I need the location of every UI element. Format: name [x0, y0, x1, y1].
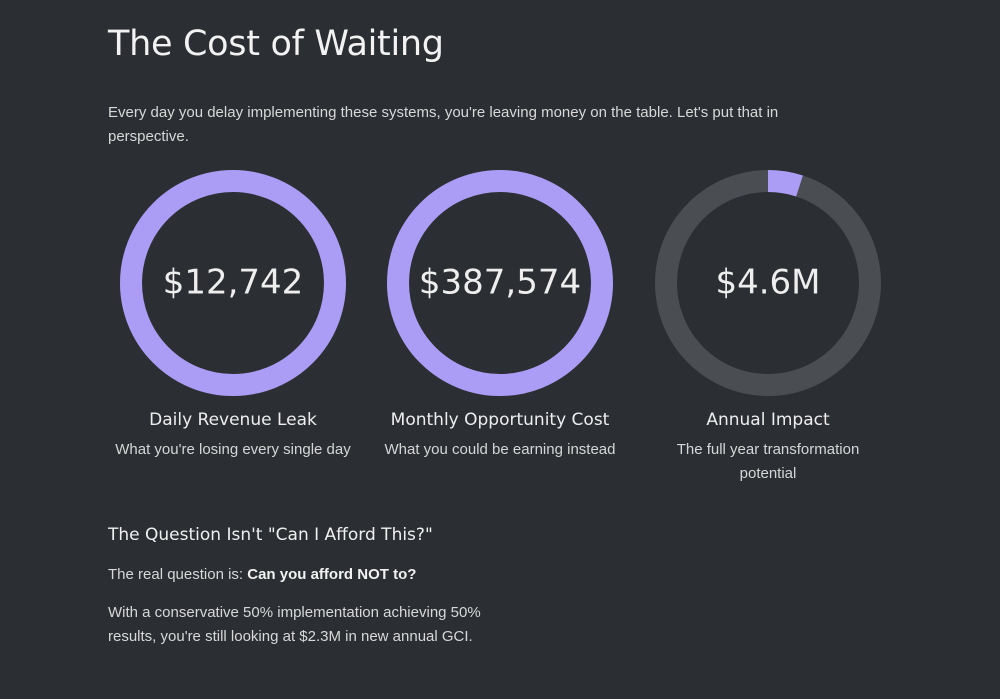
ring-chart: $4.6M: [655, 170, 881, 396]
metric-description: The full year transformation potential: [676, 441, 860, 482]
intro-text: Every day you delay implementing these s…: [108, 104, 779, 145]
ring-progress: [655, 170, 881, 396]
metric-label: Daily Revenue Leak: [149, 410, 317, 430]
metric-card: $387,574 Monthly Opportunity Cost What you…: [375, 168, 625, 462]
ring-chart: $387,574: [387, 170, 613, 396]
metric-description: What you could be earning instead: [384, 441, 616, 458]
metric-label: Monthly Opportunity Cost: [390, 410, 610, 430]
lead-text: The real question is: Can you afford NOT…: [108, 566, 416, 583]
metric-label: Annual Impact: [706, 410, 830, 430]
ring-value: $4.6M: [715, 263, 820, 303]
body-text: With a conservative 50% implementation a…: [108, 604, 481, 645]
ring-progress: [387, 170, 613, 396]
ring-progress: [120, 170, 346, 396]
metric-card: $4.6M Annual Impact The full year transfor…: [643, 168, 893, 486]
metric-card: $12,742 Daily Revenue Leak What you're los…: [108, 168, 358, 462]
ring-value: $12,742: [163, 263, 304, 303]
lead-bold: Can you afford NOT to?: [247, 566, 417, 583]
page-title: The Cost of Waiting: [108, 24, 444, 64]
metric-description: What you're losing every single day: [115, 441, 351, 458]
lead: The real question is:: [108, 566, 248, 583]
ring-value: $387,574: [419, 263, 581, 303]
ring-chart: $12,742: [120, 170, 346, 396]
question-heading: The Question Isn't "Can I Afford This?": [108, 525, 433, 545]
